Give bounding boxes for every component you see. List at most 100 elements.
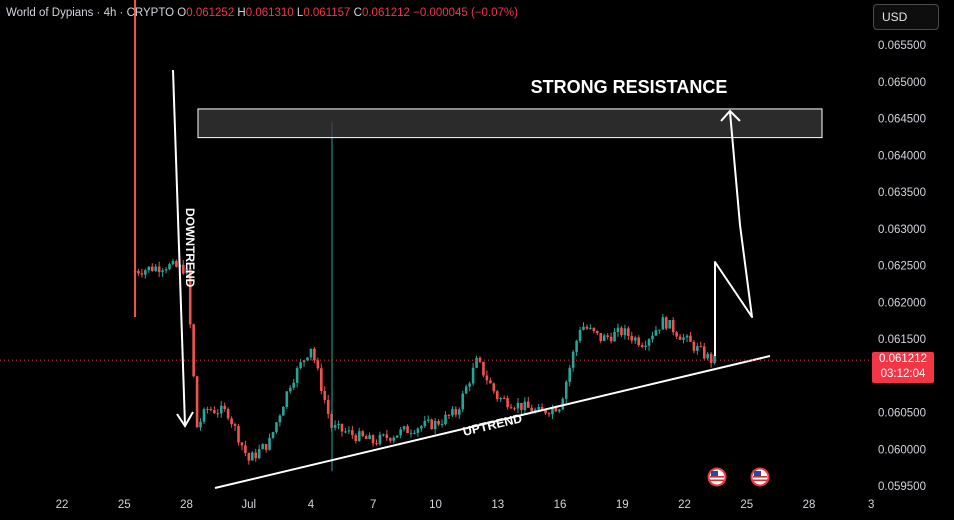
time-tick-label: 16 [554,499,567,511]
time-axis[interactable]: 22 25 28 Jul 4 7 10 13 16 19 22 25 28 3 [56,499,875,511]
candle-body [264,444,268,450]
candle-body [323,390,327,400]
candle-body [558,409,561,412]
candle-body [302,360,306,363]
low-label: L [296,7,304,19]
us-flag-icon[interactable] [707,467,727,487]
candle-body [671,320,675,333]
currency-button[interactable]: USD [873,4,939,30]
candle-body [433,420,437,430]
candle-body [278,415,282,423]
candle-body [458,409,461,415]
candle-body [551,407,554,415]
candle-body [251,452,254,461]
candle-body [623,328,627,336]
candle-body [364,436,368,440]
candle-body [337,423,340,426]
candle-body [440,424,444,426]
candle-body [154,266,157,272]
downtrend-arrowhead [176,411,194,428]
candle-body [309,348,313,358]
projection-arrowhead [720,109,741,122]
candle-body [316,360,320,369]
candle-body [647,339,651,346]
candle-body [230,418,233,425]
candle-body [219,405,223,414]
candle-body [451,409,454,416]
candle-body [137,271,140,274]
candle-body [564,381,568,399]
candle-body [282,406,285,416]
resistance-zone [197,108,823,139]
candle-body [423,420,427,427]
candle-body [333,425,337,428]
candle-body [589,327,592,329]
candle-body [606,335,609,337]
candle-body [202,409,206,422]
candle-body [706,353,709,359]
candle-body [371,435,375,444]
candle-body [195,376,199,428]
uptrend-line [214,355,771,489]
price-tick-label: 0.065000 [878,77,926,89]
candle-body [430,419,433,430]
price-tick-label: 0.064500 [878,114,926,126]
wick-spikes [134,0,333,472]
candle-body [406,426,409,434]
candle-body [523,401,527,411]
price-tick-label: 0.063000 [878,224,926,236]
candle-body [288,387,292,392]
flag-stripe-icon [753,476,767,478]
candle-body [420,426,423,429]
time-tick-label: 22 [56,499,69,511]
candle-body [164,269,168,271]
flag-canton-icon [754,471,761,476]
candle-body [344,431,347,433]
close-label: C [353,7,362,19]
candle-body [244,445,247,454]
candle-body [602,335,606,342]
time-tick-label: Jul [241,499,256,511]
candle-body [216,413,220,415]
candle-body [596,330,599,334]
candle-body [306,357,309,361]
candle-body [471,367,475,384]
candle-body [682,337,685,340]
candle-body [654,330,658,336]
price-tick-label: 0.062500 [878,261,926,273]
time-tick-label: 28 [803,499,816,511]
price-tick-label: 0.059500 [878,481,926,493]
candle-body [254,452,258,459]
candle-body [713,355,716,364]
candle-body [699,346,703,348]
candle-body [637,337,640,346]
candle-body [585,326,589,329]
candle-body [382,434,385,436]
candle-body [347,430,351,432]
candle-body [351,430,354,436]
candle-body [616,327,620,333]
candle-body [675,332,678,337]
candle-body [578,329,582,341]
candle-body [537,407,540,410]
candle-body [640,345,644,348]
candle-body [665,317,668,329]
candle-body [275,422,278,433]
price-axis[interactable]: 0.065500 0.065000 0.064500 0.064000 0.063500… [878,40,926,493]
candle-body [399,429,402,436]
candle-body [375,443,378,445]
us-flag-icon[interactable] [750,467,770,487]
last-price-tag: 0.061212 03:12:04 [872,352,934,383]
candle-body [206,408,209,410]
candle-body [233,424,237,426]
candle-body [599,333,603,342]
candle-body [361,431,364,437]
candle-body [392,437,396,441]
candle-body [692,341,696,351]
candle-body [340,423,344,432]
candle-body [689,335,692,342]
open-value: 0.061252 [186,7,235,19]
